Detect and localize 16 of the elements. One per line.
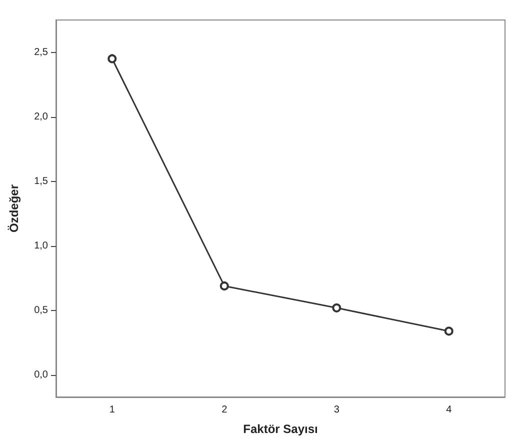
y-tick-label: 1,0 [34, 240, 48, 252]
y-tick-label: 2,0 [34, 111, 48, 122]
x-tick-label: 3 [334, 404, 340, 416]
y-axis-title: Özdeğer [7, 184, 21, 233]
y-tick-label: 2,5 [34, 46, 48, 58]
point [108, 54, 117, 64]
point [220, 281, 229, 290]
y-tick-label: 0,5 [34, 304, 48, 316]
x-tick-label: 2 [222, 404, 228, 416]
y-tick-label: 0,0 [34, 370, 48, 381]
point [332, 303, 342, 312]
x-tick-label: 1 [109, 404, 116, 416]
x-tick-label: 4 [446, 404, 452, 416]
point [444, 326, 454, 336]
y-tick-label: 1,5 [34, 176, 48, 187]
x-axis-title: Faktör Sayısı [243, 422, 318, 436]
